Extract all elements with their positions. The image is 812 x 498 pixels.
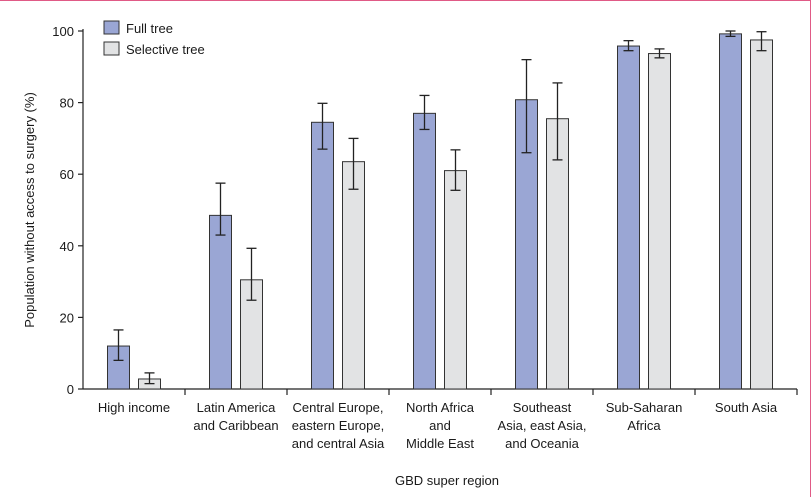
bar-full-tree [617,45,640,390]
category-label-line: Middle East [406,436,474,451]
category-label-line: Southeast [513,400,572,415]
category-label-line: Asia, east Asia, [498,418,587,433]
category-label-line: Sub-Saharan [606,400,683,415]
category-label-line: and [429,418,451,433]
category-label-line: Africa [627,418,661,433]
category-label-line: South Asia [715,400,778,415]
category-labels: High income Latin America and Caribbean Cen… [98,400,778,451]
y-tick-label: 100 [52,24,74,39]
category-label: Southeast Asia, east Asia, and Oceania [498,400,587,451]
category-label-line: and Caribbean [193,418,278,433]
category-label-line: and Oceania [505,436,579,451]
bar-full-tree [413,112,436,390]
category-label-line: and central Asia [292,436,385,451]
category-label: North Africa and Middle East [406,400,475,451]
x-axis-label: GBD super region [395,473,499,488]
y-tick-label: 0 [67,382,74,397]
x-ticks [184,389,798,395]
legend-label-full-tree: Full tree [126,21,173,36]
y-tick-label: 20 [60,310,74,325]
error-bars [113,30,767,385]
bar-selective-tree [648,53,671,390]
bar-full-tree [719,33,742,390]
bar-selective-tree [342,161,365,390]
category-label: Sub-Saharan Africa [606,400,683,433]
y-axis-label: Population without access to surgery (%) [22,92,37,328]
bars [107,33,773,390]
legend: Full tree Selective tree [103,20,205,57]
category-label: Latin America and Caribbean [193,400,278,433]
bar-full-tree [209,214,232,390]
legend-label-selective-tree: Selective tree [126,42,205,57]
category-label-line: eastern Europe, [292,418,385,433]
y-tick-label: 40 [60,239,74,254]
category-label-line: Latin America [197,400,277,415]
category-label: High income [98,400,170,415]
bar-selective-tree [750,39,773,390]
y-tick-label: 80 [60,96,74,111]
category-label-line: North Africa [406,400,475,415]
bar-full-tree [311,121,334,390]
legend-swatch-full-tree [103,20,120,35]
y-tick-label: 60 [60,167,74,182]
bar-selective-tree [444,170,467,390]
legend-swatch-selective-tree [103,41,120,56]
category-label: Central Europe, eastern Europe, and centra… [292,400,385,451]
axes [82,29,797,390]
category-label: South Asia [715,400,778,415]
category-label-line: Central Europe, [292,400,383,415]
category-label-line: High income [98,400,170,415]
y-ticks: 0 20 40 60 80 100 [52,24,83,397]
